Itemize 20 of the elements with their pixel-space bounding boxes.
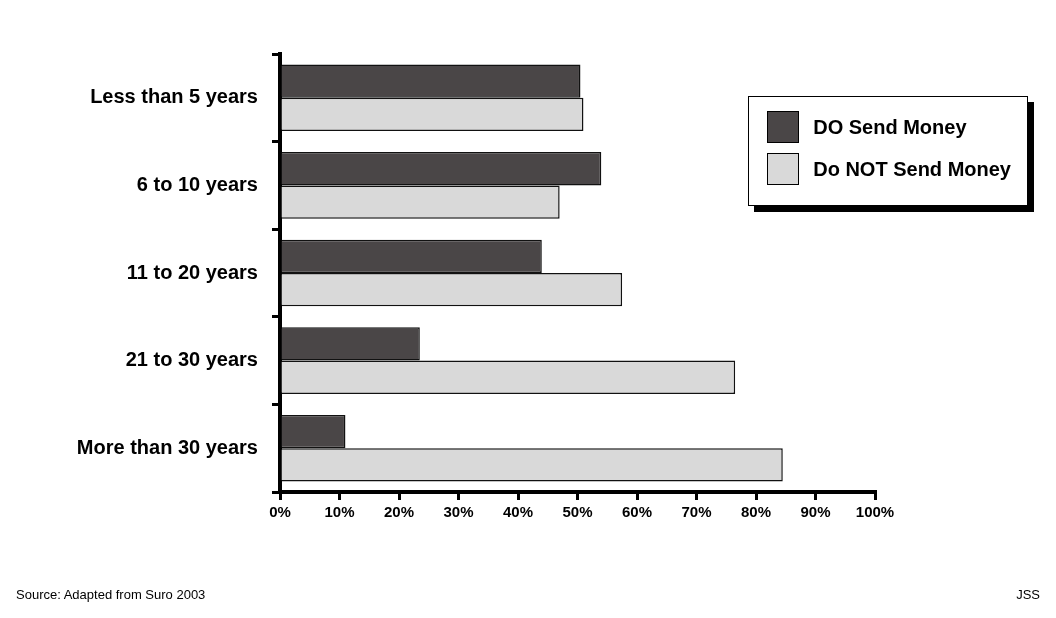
y-tick-label: 6 to 10 years [136,172,258,195]
legend-label: DO Send Money [813,115,967,139]
y-tick-label: Less than 5 years [90,85,258,108]
x-tick-label: 100% [855,503,895,521]
x-tick-label: 30% [443,503,474,521]
y-tick-label: 11 to 20 years [126,260,258,283]
x-tick-label: 20% [383,503,415,521]
x-tick-label: 40% [502,503,534,521]
x-tick-label: 80% [740,503,772,521]
x-tick-label: 90% [800,503,831,521]
x-tick-label: 10% [324,503,355,521]
y-tick-label: 21 to 30 years [125,348,258,371]
source-note: Source: Adapted from Suro 2003 [16,587,206,602]
x-tick-label: 50% [562,503,593,521]
x-tick-label: 60% [621,503,653,521]
legend-label: Do NOT Send Money [813,157,1011,181]
text: JSS [1016,587,1040,602]
x-tick-label: 70% [681,503,712,521]
x-tick-label: 0% [269,503,291,521]
y-tick-label: More than 30 years [76,435,258,458]
